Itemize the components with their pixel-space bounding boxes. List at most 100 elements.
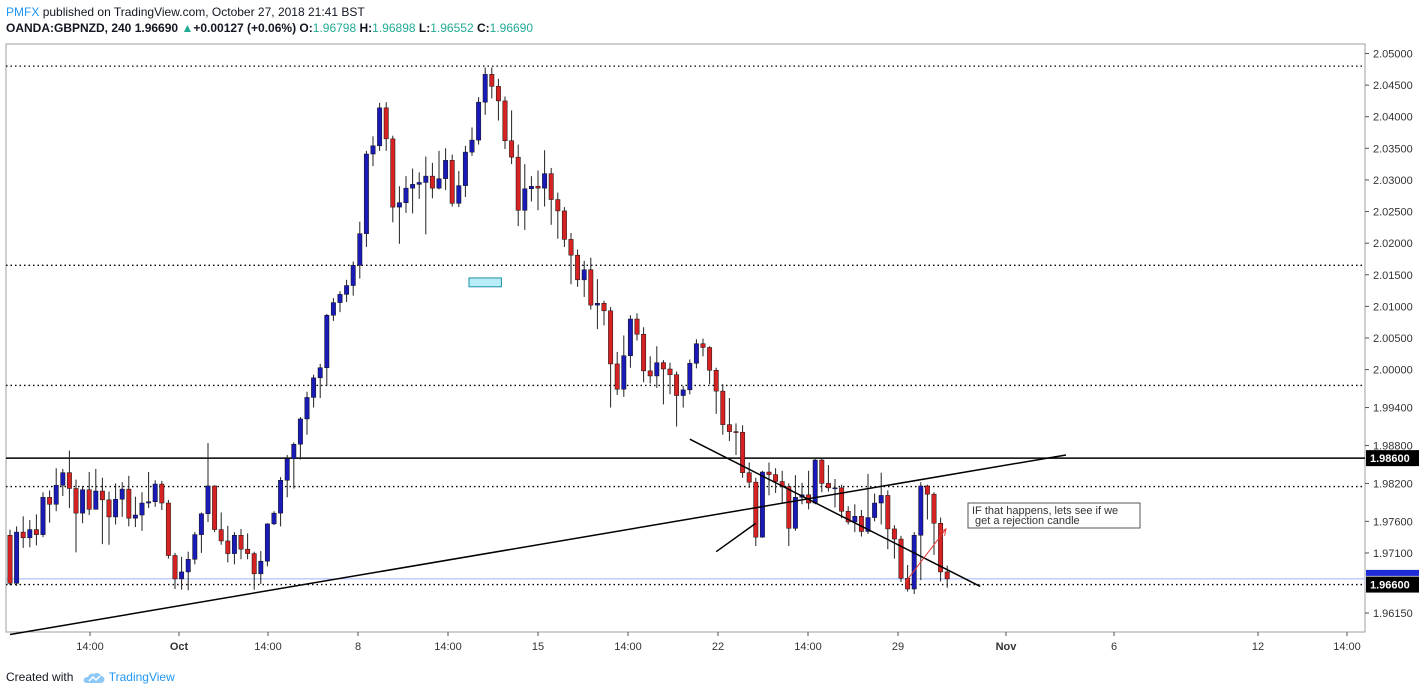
candle-body[interactable] — [119, 488, 125, 500]
candle-body[interactable] — [720, 390, 726, 425]
candle-body[interactable] — [819, 459, 825, 484]
candle-body[interactable] — [938, 523, 944, 573]
candle-body[interactable] — [14, 531, 20, 584]
candle-body[interactable] — [773, 474, 779, 482]
candle-body[interactable] — [825, 483, 831, 489]
candle-body[interactable] — [601, 302, 607, 312]
candle-body[interactable] — [647, 370, 653, 377]
candle-body[interactable] — [812, 459, 818, 504]
candle-body[interactable] — [205, 485, 211, 515]
candle-body[interactable] — [33, 529, 39, 535]
candle-body[interactable] — [330, 302, 336, 316]
candle-body[interactable] — [251, 553, 257, 575]
candle-body[interactable] — [152, 483, 158, 503]
candle-body[interactable] — [845, 510, 851, 523]
candle-body[interactable] — [746, 472, 752, 483]
candle-body[interactable] — [680, 389, 686, 396]
candle-body[interactable] — [443, 160, 449, 179]
candle-body[interactable] — [357, 233, 363, 266]
candle-body[interactable] — [495, 86, 501, 102]
candle-body[interactable] — [476, 101, 482, 141]
candle-body[interactable] — [93, 490, 99, 510]
trend-line-small-wedge-lower[interactable] — [715, 522, 757, 553]
candle-body[interactable] — [621, 355, 627, 390]
candle-body[interactable] — [515, 156, 521, 211]
candle-body[interactable] — [304, 397, 310, 420]
candle-body[interactable] — [73, 488, 79, 514]
candle-body[interactable] — [383, 107, 389, 140]
candle-body[interactable] — [179, 571, 185, 580]
candle-body[interactable] — [832, 487, 838, 490]
candle-body[interactable] — [608, 310, 614, 365]
candle-body[interactable] — [885, 495, 891, 530]
candle-body[interactable] — [126, 488, 132, 519]
candle-body[interactable] — [509, 140, 515, 158]
candle-body[interactable] — [403, 187, 409, 203]
candle-body[interactable] — [449, 160, 455, 204]
candle-body[interactable] — [469, 139, 475, 153]
candle-body[interactable] — [258, 560, 264, 575]
candle-body[interactable] — [674, 374, 680, 396]
candle-body[interactable] — [132, 514, 138, 519]
candle-body[interactable] — [278, 480, 284, 514]
candle-body[interactable] — [535, 186, 541, 189]
candle-body[interactable] — [944, 571, 950, 580]
candle-body[interactable] — [753, 481, 759, 538]
candle-body[interactable] — [53, 485, 59, 505]
candle-body[interactable] — [370, 145, 376, 155]
candle-body[interactable] — [86, 489, 92, 510]
candle-body[interactable] — [627, 318, 633, 356]
candle-body[interactable] — [113, 498, 119, 518]
candle-body[interactable] — [594, 302, 600, 306]
candle-body[interactable] — [740, 431, 746, 473]
candle-body[interactable] — [786, 486, 792, 529]
trend-line-falling-resistance[interactable] — [689, 438, 981, 588]
candle-body[interactable] — [165, 502, 171, 556]
annotation-note[interactable]: IF that happens, lets see if we get a re… — [967, 502, 1141, 529]
candle-body[interactable] — [918, 485, 924, 536]
candle-body[interactable] — [271, 512, 277, 525]
candle-body[interactable] — [337, 294, 343, 303]
candle-body[interactable] — [667, 368, 673, 375]
projection-arrow-line[interactable] — [904, 528, 947, 583]
candle-body[interactable] — [311, 377, 317, 398]
candle-body[interactable] — [185, 559, 191, 573]
candle-body[interactable] — [99, 490, 105, 501]
candle-body[interactable] — [568, 239, 574, 256]
candle-body[interactable] — [396, 202, 402, 208]
candle-body[interactable] — [80, 489, 86, 514]
candle-body[interactable] — [264, 523, 270, 562]
highlight-zone-box[interactable] — [468, 277, 502, 288]
candle-body[interactable] — [726, 424, 732, 432]
candle-body[interactable] — [231, 535, 237, 554]
candle-body[interactable] — [291, 443, 297, 460]
candle-body[interactable] — [489, 74, 495, 87]
candle-body[interactable] — [693, 343, 699, 364]
plot-area[interactable] — [5, 43, 1366, 633]
candle-body[interactable] — [390, 138, 396, 208]
candle-body[interactable] — [905, 578, 911, 590]
candle-body[interactable] — [924, 485, 930, 495]
candle-body[interactable] — [542, 173, 548, 189]
candle-body[interactable] — [502, 100, 508, 141]
candle-body[interactable] — [198, 513, 204, 535]
author-name[interactable]: PMFX — [6, 5, 40, 19]
candle-body[interactable] — [218, 529, 224, 542]
candle-body[interactable] — [7, 535, 13, 584]
candle-body[interactable] — [614, 363, 620, 390]
candle-body[interactable] — [27, 529, 33, 539]
candle-body[interactable] — [634, 318, 640, 335]
candle-body[interactable] — [284, 458, 290, 481]
trend-line-rising-support[interactable] — [9, 454, 1067, 636]
tradingview-link[interactable]: TradingView — [108, 670, 175, 684]
candle-body[interactable] — [641, 333, 647, 372]
candle-body[interactable] — [858, 516, 864, 532]
candle-body[interactable] — [898, 538, 904, 579]
candle-body[interactable] — [561, 210, 567, 240]
candle-body[interactable] — [872, 502, 878, 518]
candle-body[interactable] — [245, 548, 251, 554]
candle-body[interactable] — [238, 535, 244, 550]
candle-body[interactable] — [20, 531, 26, 539]
candle-body[interactable] — [852, 516, 858, 523]
